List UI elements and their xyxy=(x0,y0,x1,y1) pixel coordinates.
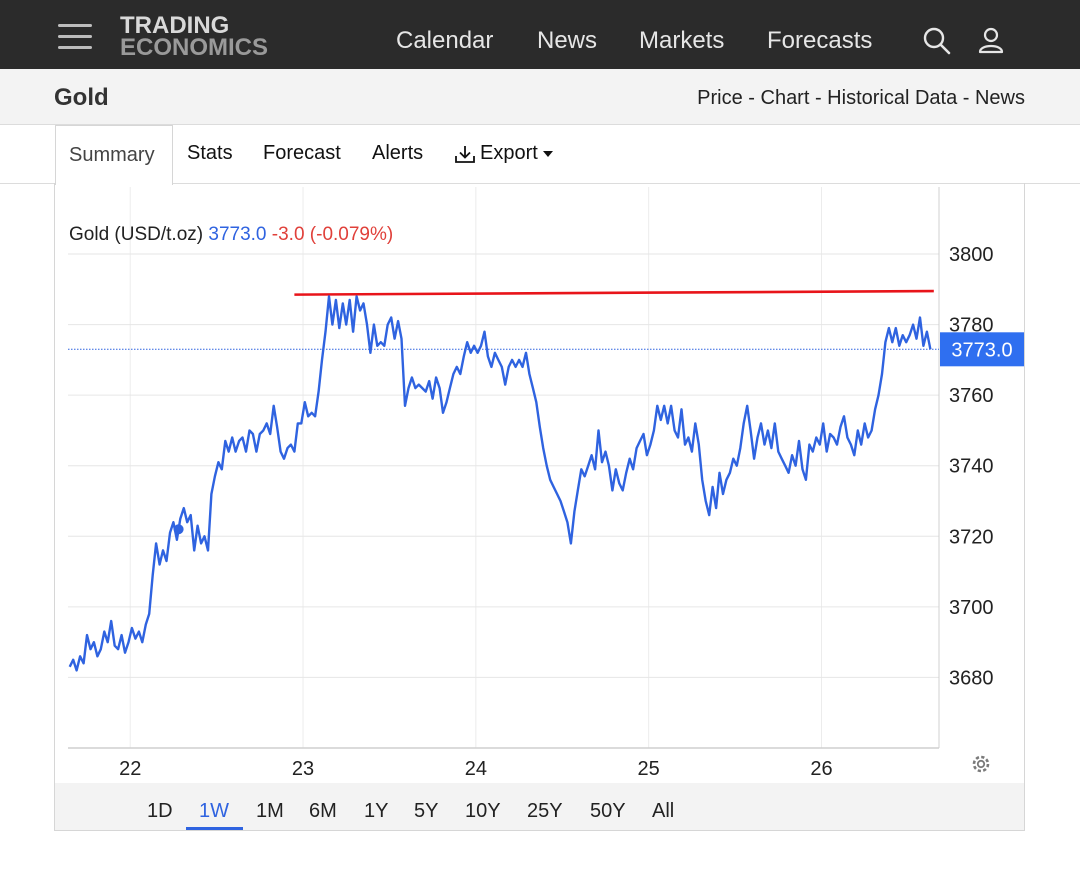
chart-legend: Gold (USD/t.oz) 3773.0 -3.0 (-0.079%) xyxy=(69,224,393,245)
gear-icon[interactable] xyxy=(972,755,990,773)
y-tick-label: 3800 xyxy=(949,244,994,266)
chart-panel: 3680 3700 3720 3740 3760 3780 3800 22 23 24 25 26 Go… xyxy=(54,183,1025,831)
price-chart[interactable]: 3680 3700 3720 3740 3760 3780 3800 22 23 24 25 26 Go… xyxy=(55,183,1024,783)
legend-change: -3.0 (-0.079%) xyxy=(272,224,393,245)
y-tick-label: 3760 xyxy=(949,385,994,407)
tab-stats[interactable]: Stats xyxy=(187,142,233,164)
range-1m[interactable]: 1M xyxy=(256,800,284,822)
x-tick-label: 25 xyxy=(638,758,660,780)
price-series-line xyxy=(68,295,932,672)
logo[interactable]: TRADING ECONOMICS xyxy=(120,12,269,61)
current-price-badge-label: 3773.0 xyxy=(951,339,1012,361)
nav-calendar[interactable]: Calendar xyxy=(396,27,494,54)
sub-header: Gold Price - Chart - Historical Data - N… xyxy=(0,69,1080,125)
y-tick-label: 3680 xyxy=(949,667,994,689)
x-tick-label: 23 xyxy=(292,758,314,780)
menu-icon[interactable] xyxy=(58,24,92,50)
download-icon xyxy=(455,145,475,163)
search-icon[interactable] xyxy=(922,26,952,56)
page-title: Gold xyxy=(54,84,109,111)
active-range-indicator xyxy=(186,827,243,830)
range-1w[interactable]: 1W xyxy=(199,800,229,822)
y-tick-label: 3740 xyxy=(949,456,994,478)
logo-line-2: ECONOMICS xyxy=(120,34,269,61)
tab-export[interactable]: Export xyxy=(454,142,553,165)
nav-forecasts[interactable]: Forecasts xyxy=(767,27,873,54)
legend-last-value: 3773.0 xyxy=(208,224,271,245)
nav-news[interactable]: News xyxy=(537,27,598,54)
range-50y[interactable]: 50Y xyxy=(590,800,626,822)
x-tick-label: 22 xyxy=(119,758,141,780)
data-point-marker xyxy=(173,524,184,535)
nav-markets[interactable]: Markets xyxy=(639,27,725,54)
user-icon[interactable] xyxy=(976,26,1006,56)
x-tick-label: 24 xyxy=(465,758,487,780)
tab-summary[interactable]: Summary xyxy=(55,125,173,185)
tab-alerts[interactable]: Alerts xyxy=(372,142,424,164)
range-selector: 1D 1W 1M 6M 1Y 5Y 10Y 25Y 50Y All xyxy=(55,783,1024,830)
legend-series-name: Gold (USD/t.oz) xyxy=(69,224,208,245)
range-25y[interactable]: 25Y xyxy=(527,800,563,822)
x-tick-label: 26 xyxy=(810,758,832,780)
range-10y[interactable]: 10Y xyxy=(465,800,501,822)
range-1y[interactable]: 1Y xyxy=(364,800,389,822)
tab-forecast[interactable]: Forecast xyxy=(263,142,341,164)
current-price-badge xyxy=(940,332,1024,367)
y-tick-label: 3700 xyxy=(949,597,994,619)
range-6m[interactable]: 6M xyxy=(309,800,337,822)
tabs-divider xyxy=(0,183,1080,184)
range-5y[interactable]: 5Y xyxy=(414,800,439,822)
range-1d[interactable]: 1D xyxy=(147,800,173,822)
y-tick-label: 3780 xyxy=(949,315,994,337)
resistance-line xyxy=(294,289,934,296)
sub-links[interactable]: Price - Chart - Historical Data - News xyxy=(697,87,1025,109)
tab-export-label: Export xyxy=(480,142,538,164)
tab-summary-label: Summary xyxy=(69,144,155,166)
y-tick-label: 3720 xyxy=(949,526,994,548)
logo-line-1: TRADING xyxy=(120,12,230,39)
top-nav-bar: TRADING ECONOMICS Calendar News Markets … xyxy=(0,0,1080,69)
range-all[interactable]: All xyxy=(652,800,675,822)
chevron-down-icon xyxy=(542,150,553,157)
